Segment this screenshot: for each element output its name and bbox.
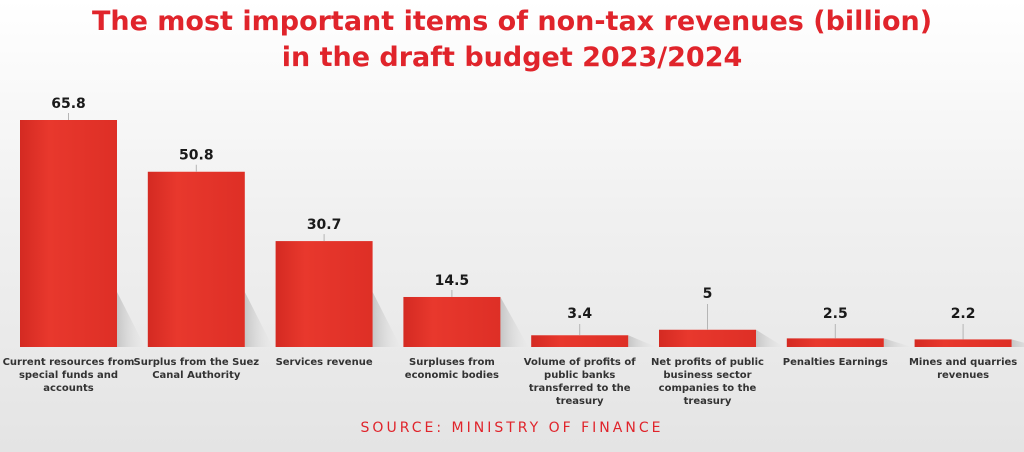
bar-value-label: 65.8 [51, 96, 86, 112]
bar [531, 335, 629, 347]
bar-value-label: 3.4 [567, 306, 592, 322]
bars-group [20, 120, 1012, 347]
bar-shadow [372, 292, 401, 347]
bar-value-label: 2.5 [823, 306, 848, 322]
chart-title-line-2: in the draft budget 2023/2024 [281, 42, 743, 73]
category-label-line: treasury [684, 396, 732, 407]
category-label: Mines and quarries revenues [909, 357, 1017, 381]
category-label-line: transferred to the [529, 383, 631, 394]
bar-shadow [756, 329, 784, 347]
bar-shadow [500, 296, 529, 347]
category-label: Surpluses from economic bodies [405, 357, 499, 381]
category-label-line: Mines and quarries [909, 357, 1017, 368]
bar-value-label: 5 [703, 286, 713, 302]
bar-shadow [117, 292, 145, 347]
category-label-line: Penalties Earnings [783, 357, 888, 368]
category-label: Surplus from the Suez Canal Authority [134, 357, 260, 381]
category-label-line: revenues [937, 370, 989, 381]
category-label-line: Canal Authority [152, 370, 241, 381]
bar [914, 339, 1012, 347]
bar-shadow [1011, 339, 1024, 347]
category-label-line: public banks [544, 370, 615, 381]
category-label-line: Surpluses from [409, 357, 495, 368]
bar [659, 329, 756, 347]
category-label-line: companies to the [659, 383, 757, 394]
bar-shadow [628, 335, 657, 347]
bar-value-label: 14.5 [435, 273, 470, 289]
category-label-line: Surplus from the Suez [134, 357, 260, 368]
chart-title-line-1: The most important items of non-tax reve… [91, 6, 933, 37]
category-label-line: business sector [663, 370, 751, 381]
labels-group: 65.8 Current resources from special funds … [3, 96, 1018, 407]
category-label: Penalties Earnings [783, 357, 888, 368]
bar-value-label: 50.8 [179, 148, 214, 164]
category-label-line: treasury [556, 396, 604, 407]
category-label-line: Current resources from [3, 357, 135, 368]
category-label: Current resources from special funds and a… [3, 357, 135, 394]
category-label-line: economic bodies [405, 370, 499, 381]
category-label-line: Volume of profits of [524, 357, 636, 368]
bar [147, 171, 245, 347]
category-label: Volume of profits of public banks transfer… [524, 357, 636, 407]
bar-shadow [883, 338, 912, 347]
chart-title: The most important items of non-tax reve… [0, 4, 1024, 76]
category-label-line: accounts [43, 383, 93, 394]
category-label: Net profits of public business sector comp… [651, 357, 764, 407]
bar [20, 120, 117, 347]
source-note: SOURCE: MINISTRY OF FINANCE [360, 420, 664, 436]
bar [786, 338, 884, 347]
bar-value-label: 2.2 [951, 306, 976, 322]
bar-value-label: 30.7 [307, 217, 342, 233]
category-label-line: special funds and [19, 370, 118, 381]
category-label-line: Services revenue [276, 357, 373, 368]
category-label: Services revenue [276, 357, 373, 368]
bar-shadows [117, 292, 1024, 347]
bar-shadow [244, 292, 273, 347]
bar [275, 241, 373, 347]
category-label-line: Net profits of public [651, 357, 764, 368]
bar [403, 296, 501, 347]
